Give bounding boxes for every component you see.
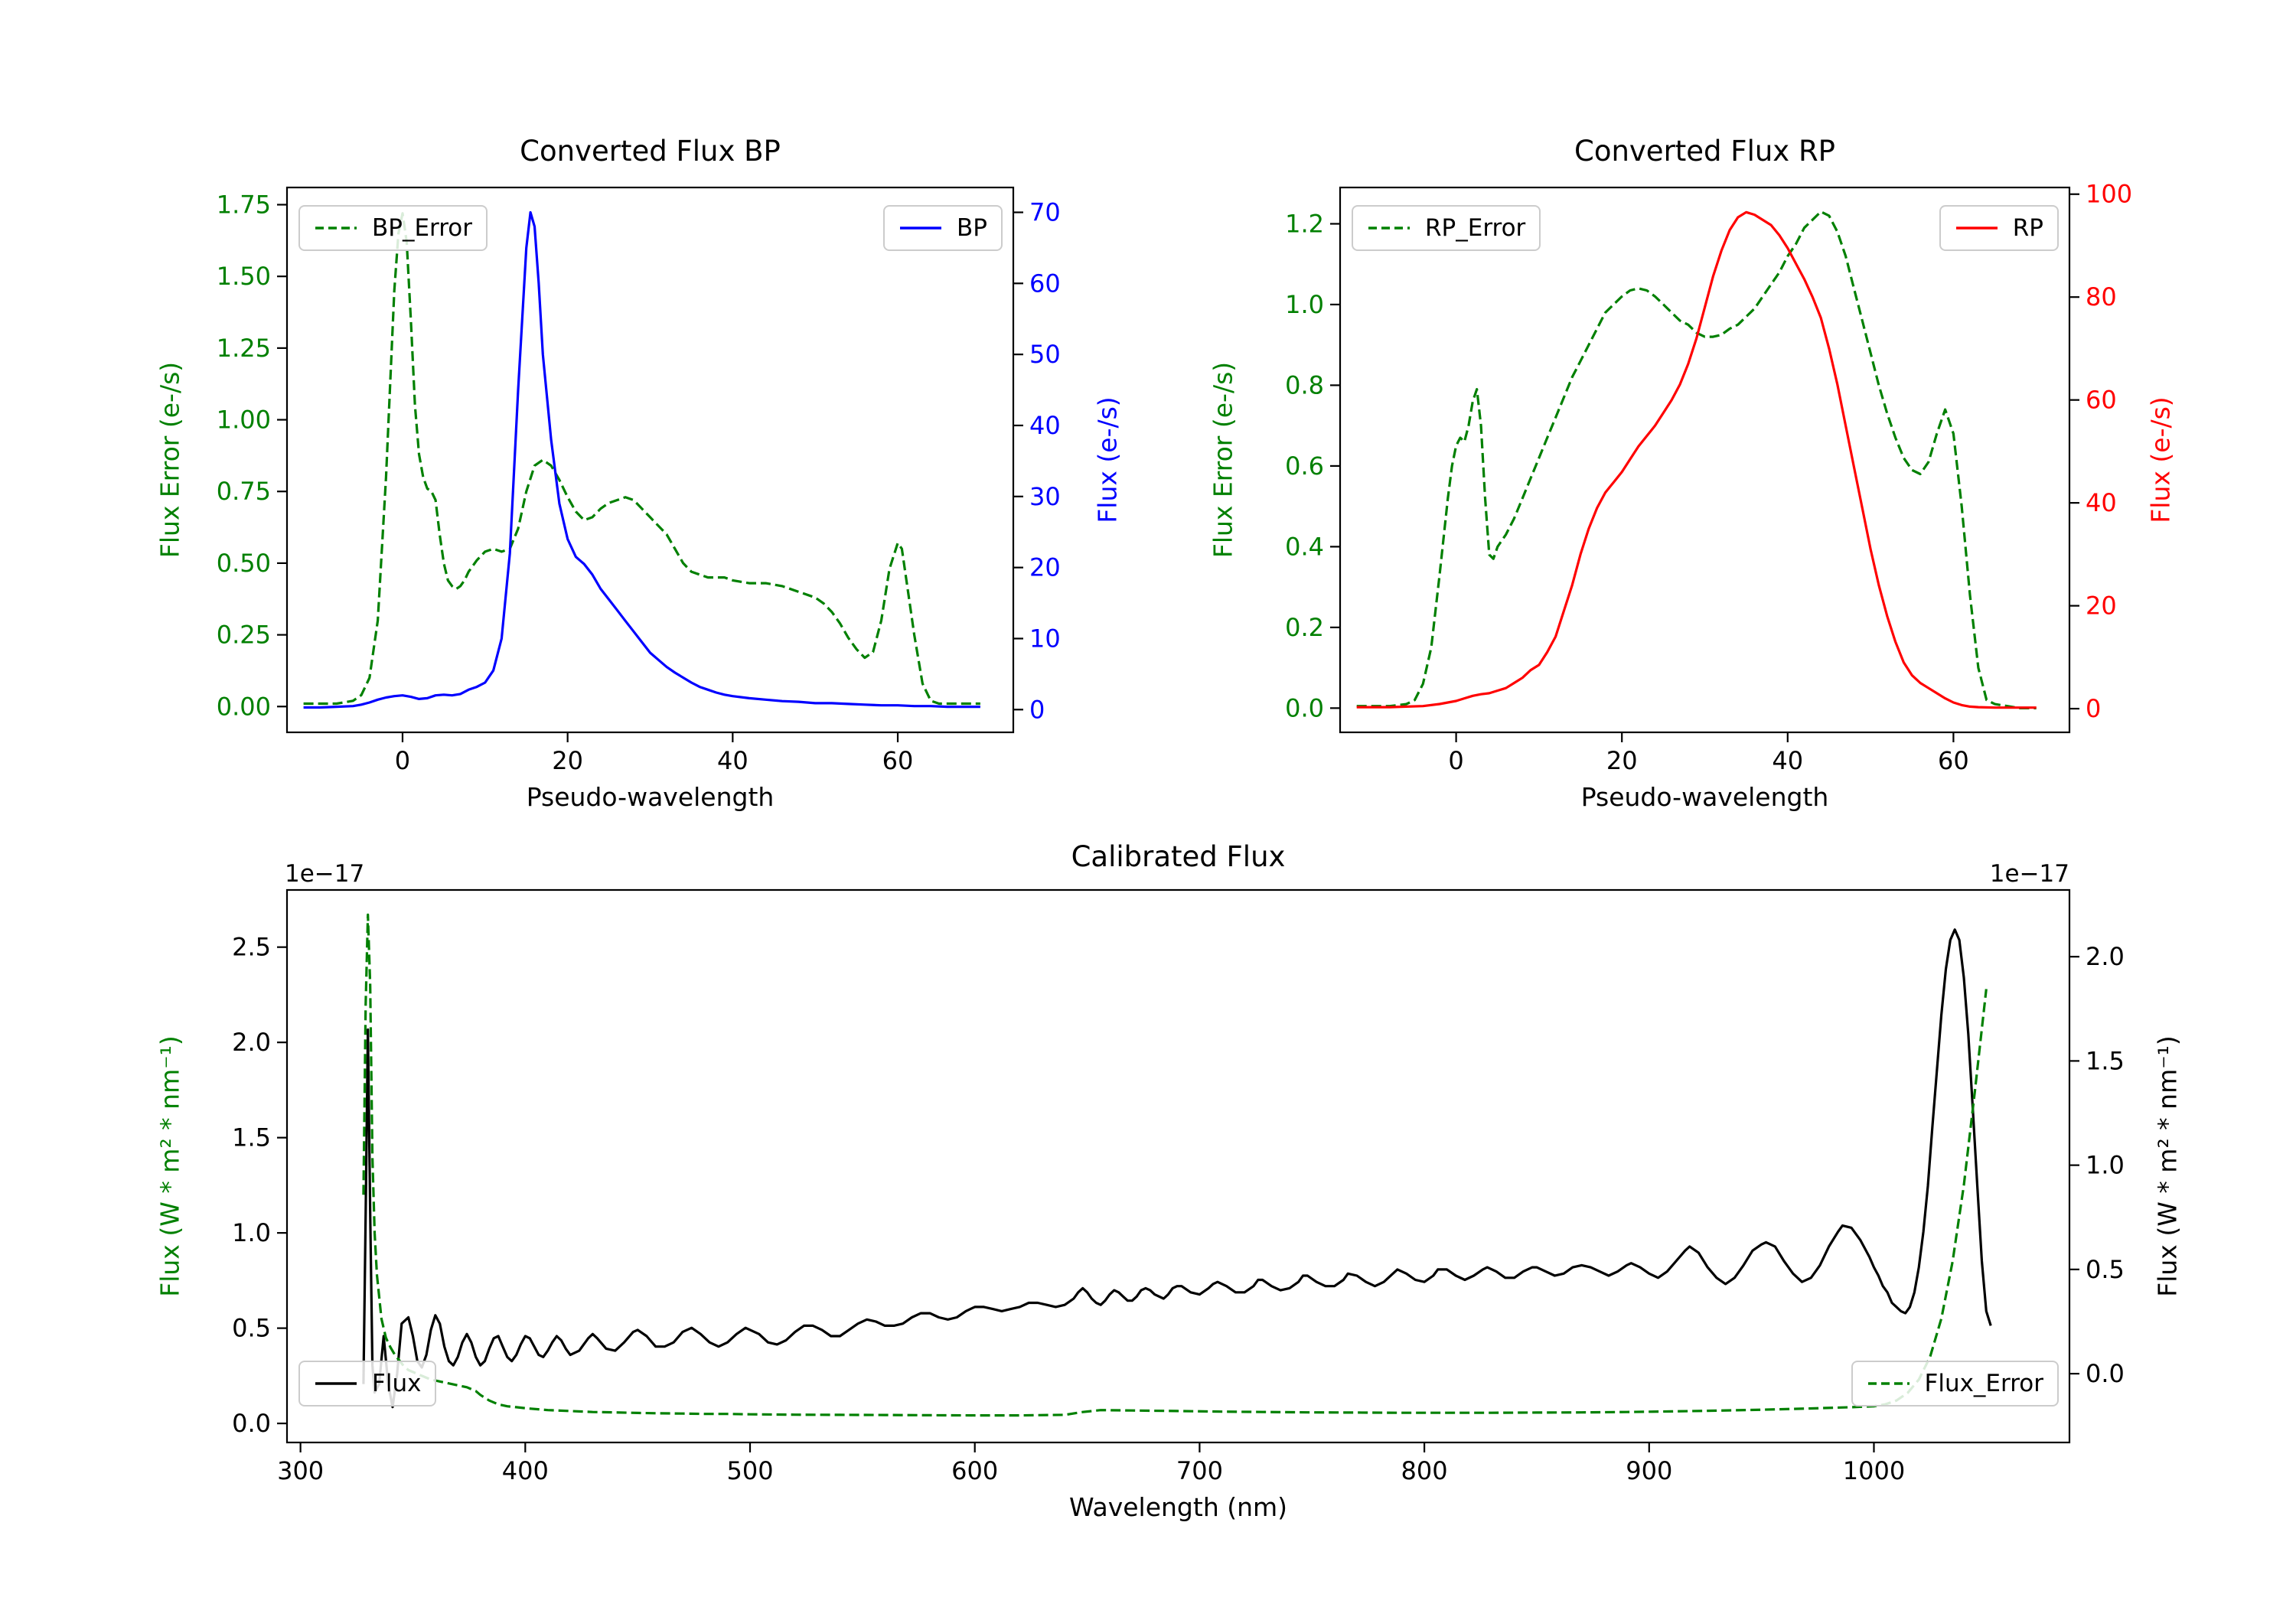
svg-text:0.75: 0.75 [217,477,271,506]
svg-text:0.0: 0.0 [232,1409,271,1438]
legend-line-sample-icon [315,227,357,230]
legend-rp: RP [1939,205,2059,251]
calibrated-xaxis-label: Wavelength (nm) [1068,1492,1288,1522]
svg-text:600: 600 [951,1456,998,1485]
svg-text:30: 30 [1029,482,1061,511]
svg-text:500: 500 [726,1456,773,1485]
svg-text:0.25: 0.25 [217,621,271,650]
svg-text:400: 400 [502,1456,549,1485]
legend-flux: Flux [298,1361,437,1407]
svg-text:700: 700 [1176,1456,1223,1485]
legend-line-sample-icon [1867,1382,1910,1385]
svg-text:300: 300 [277,1456,324,1485]
right-axis-offset-multiplier: 1e−17 [1989,860,2069,888]
svg-text:1000: 1000 [1843,1456,1905,1485]
svg-text:1.5: 1.5 [2086,1046,2125,1075]
svg-text:0.4: 0.4 [1285,532,1324,561]
calibrated-right-yaxis-label: Flux (W * m² * nm⁻¹) [2152,1035,2183,1297]
svg-text:80: 80 [2086,282,2117,311]
svg-text:0.50: 0.50 [217,549,271,578]
legend-label: RP [2012,214,2043,242]
chart-title-converted-flux-rp: Converted Flux RP [1574,135,1835,168]
svg-text:0.2: 0.2 [1285,613,1324,642]
svg-text:50: 50 [1029,340,1061,369]
svg-text:0.6: 0.6 [1285,451,1324,481]
legend-line-sample-icon [1368,227,1410,230]
svg-text:1.50: 1.50 [217,262,271,291]
svg-text:1.0: 1.0 [1285,290,1324,319]
svg-text:0.0: 0.0 [2086,1359,2125,1388]
legend-label: BP [957,214,987,242]
svg-text:10: 10 [1029,624,1061,653]
legend-line-sample-icon [900,227,942,230]
legend-line-sample-icon [315,1382,357,1385]
svg-text:1.00: 1.00 [217,406,271,435]
svg-text:20: 20 [1029,553,1061,582]
rp-left-yaxis-label: Flux Error (e-/s) [1208,361,1238,559]
svg-text:2.0: 2.0 [2086,942,2125,971]
svg-text:60: 60 [2086,386,2117,415]
chart-title-calibrated-flux: Calibrated Flux [1071,840,1286,873]
svg-text:0.5: 0.5 [232,1314,271,1343]
legend-bp-error: BP_Error [298,205,488,251]
svg-text:0: 0 [395,746,410,775]
svg-text:2.0: 2.0 [232,1028,271,1057]
svg-text:0.0: 0.0 [1285,693,1324,722]
calibrated-left-yaxis-label: Flux (W * m² * nm⁻¹) [155,1035,185,1297]
rp-right-yaxis-label: Flux (e-/s) [2145,396,2176,523]
legend-label: Flux_Error [1924,1370,2044,1397]
bp-right-yaxis-label: Flux (e-/s) [1092,396,1123,523]
svg-text:40: 40 [1772,746,1803,775]
svg-text:60: 60 [1029,269,1061,298]
svg-text:1.0: 1.0 [232,1218,271,1247]
svg-text:20: 20 [2086,592,2117,621]
svg-text:1.0: 1.0 [2086,1151,2125,1180]
legend-label: RP_Error [1425,214,1526,242]
legend-flux-error: Flux_Error [1851,1361,2059,1407]
svg-text:60: 60 [882,746,914,775]
svg-text:40: 40 [2086,488,2117,517]
svg-text:800: 800 [1401,1456,1448,1485]
legend-label: Flux [372,1370,422,1397]
bp-left-yaxis-label: Flux Error (e-/s) [155,361,185,559]
left-axis-offset-multiplier: 1e−17 [285,860,365,888]
chart-title-converted-flux-bp: Converted Flux BP [520,135,781,168]
svg-text:40: 40 [1029,411,1061,440]
svg-text:1.25: 1.25 [217,334,271,363]
bp-xaxis-label: Pseudo-wavelength [526,782,775,812]
legend-rp-error: RP_Error [1352,205,1541,251]
svg-text:1.5: 1.5 [232,1123,271,1152]
legend-bp: BP [883,205,1003,251]
svg-text:60: 60 [1938,746,1969,775]
svg-text:0.00: 0.00 [217,692,271,721]
svg-text:20: 20 [1606,746,1638,775]
svg-text:0: 0 [1029,695,1045,724]
legend-label: BP_Error [372,214,473,242]
svg-text:100: 100 [2086,180,2132,209]
svg-text:70: 70 [1029,197,1061,227]
rp-xaxis-label: Pseudo-wavelength [1580,782,1829,812]
svg-text:40: 40 [717,746,748,775]
svg-text:2.5: 2.5 [232,933,271,962]
svg-text:1.2: 1.2 [1285,209,1324,238]
svg-text:0.8: 0.8 [1285,370,1324,399]
legend-line-sample-icon [1955,227,1998,230]
svg-text:20: 20 [552,746,583,775]
svg-text:0.5: 0.5 [2086,1255,2125,1284]
svg-text:0: 0 [2086,694,2101,723]
svg-text:0: 0 [1448,746,1463,775]
svg-text:1.75: 1.75 [217,190,271,219]
svg-text:900: 900 [1626,1456,1672,1485]
